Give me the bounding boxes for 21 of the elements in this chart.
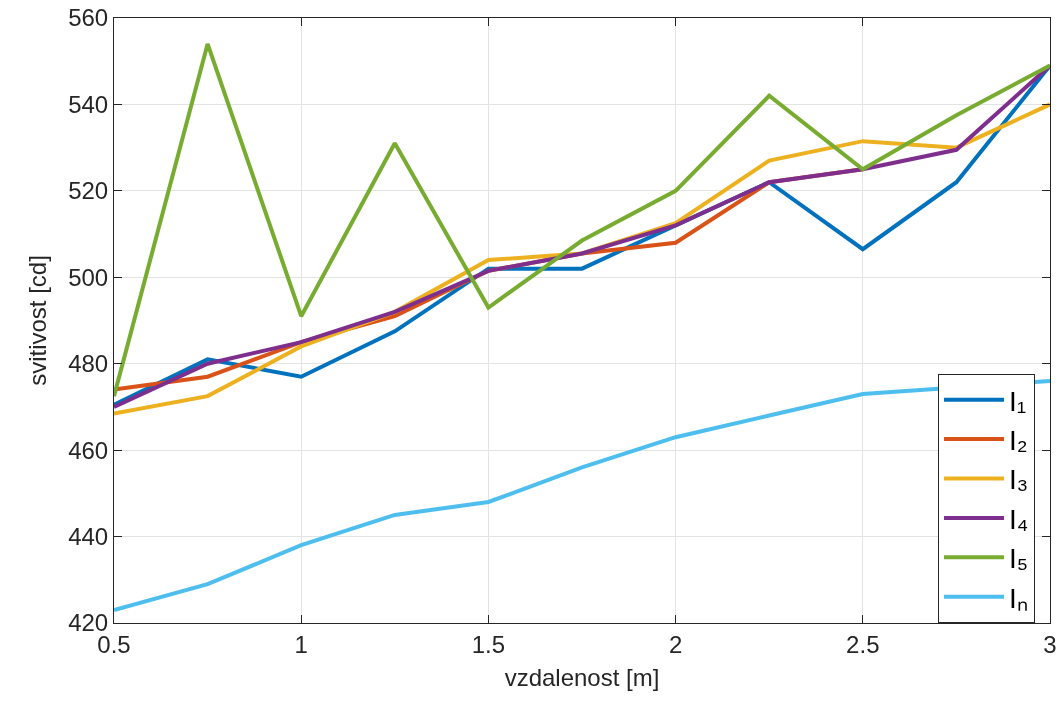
y-axis-title: svitivost [cd]: [24, 255, 52, 386]
x-tick-label: 2.5: [846, 630, 880, 658]
legend-label: I₁: [1009, 385, 1027, 417]
y-tick-label: 460: [68, 436, 109, 464]
y-tick-label: 440: [68, 522, 109, 550]
x-tick-label: 3: [1043, 630, 1057, 658]
x-tick-label: 2: [668, 630, 683, 658]
y-tick-label: 500: [68, 263, 109, 291]
legend-label: I₅: [1009, 543, 1029, 575]
legend-label: I₃: [1009, 464, 1029, 496]
x-tick-label: 1: [294, 630, 308, 658]
y-tick-label: 480: [68, 350, 109, 378]
legend-label: I₄: [1009, 503, 1029, 535]
y-tick-label: 520: [68, 177, 109, 205]
y-tick-label: 540: [68, 90, 109, 118]
y-tick-label: 560: [68, 4, 109, 32]
line-series: [114, 379, 1050, 613]
x-tick-label: 1.5: [471, 630, 506, 658]
x-axis-title: vzdalenost [m]: [504, 664, 660, 692]
legend-label: I₂: [1009, 425, 1028, 457]
legend-label: Iₙ: [1009, 582, 1028, 614]
